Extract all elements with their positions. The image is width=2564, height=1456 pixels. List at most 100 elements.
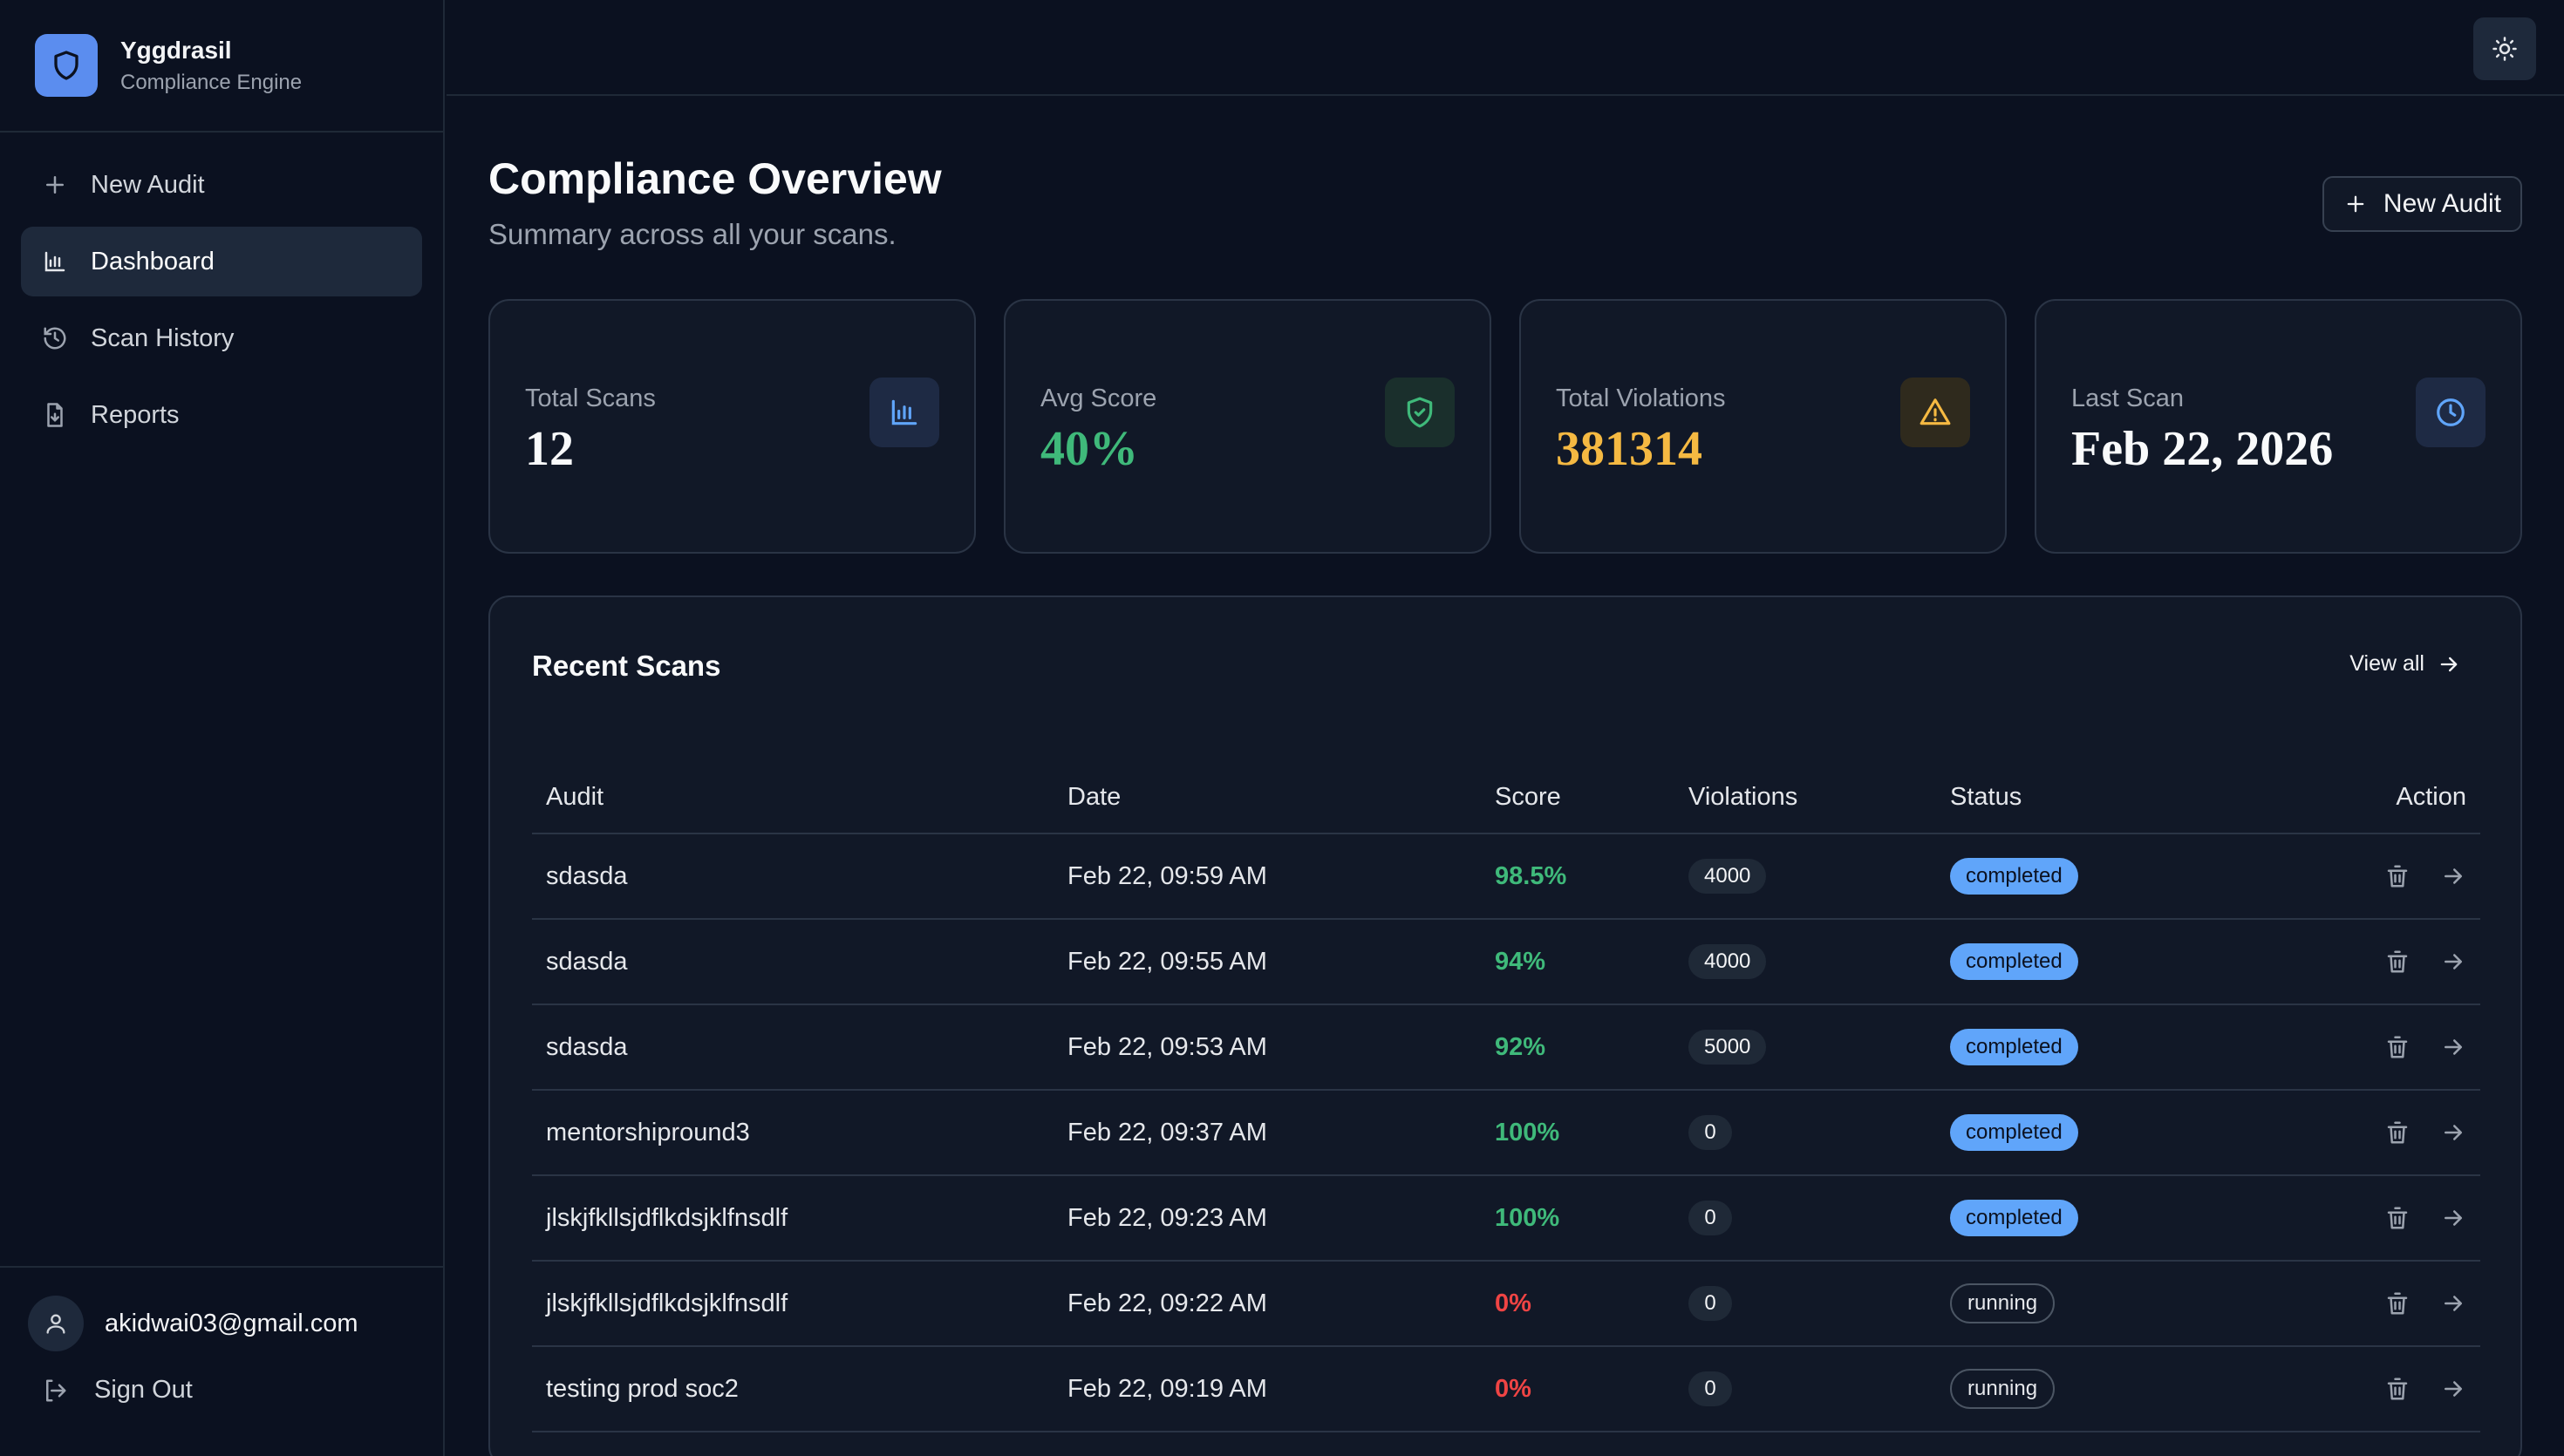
user-email: akidwai03@gmail.com — [105, 1309, 358, 1337]
view-all-link[interactable]: View all — [2349, 651, 2461, 677]
audit-name: jlskjfkllsjdflkdsjklfnsdlf — [546, 1203, 788, 1232]
trash-icon[interactable] — [2384, 1376, 2411, 1402]
violations-cell: 5000 — [1688, 1030, 1950, 1065]
table-row[interactable]: sdasda Feb 22, 09:53 AM 92% 5000 complet… — [532, 1005, 2480, 1091]
scan-date: Feb 22, 09:19 AM — [1067, 1374, 1267, 1403]
sidebar-item-label: Scan History — [91, 323, 235, 352]
page-subtitle: Summary across all your scans. — [488, 218, 897, 250]
sidebar-item-dashboard[interactable]: Dashboard — [21, 227, 422, 296]
file-download-icon — [47, 403, 63, 427]
column-header-score: Score — [1495, 782, 1561, 811]
row-actions — [2299, 1376, 2480, 1402]
table-row[interactable]: sdasda Feb 22, 09:59 AM 98.5% 4000 compl… — [532, 834, 2480, 920]
stat-value: 40% — [1040, 422, 1138, 476]
table-row[interactable]: mentorshipround3 Feb 22, 09:37 AM 100% 0… — [532, 1091, 2480, 1176]
violations-cell: 4000 — [1688, 944, 1950, 979]
status-badge: running — [1950, 1283, 2056, 1323]
row-actions — [2299, 1205, 2480, 1231]
sun-icon — [2492, 37, 2517, 61]
violations-badge: 4000 — [1688, 859, 1767, 894]
page-title: Compliance Overview — [488, 154, 942, 203]
arrow-right-icon[interactable] — [2440, 1205, 2466, 1231]
arrow-right-icon[interactable] — [2440, 949, 2466, 975]
status-badge: completed — [1950, 858, 2078, 895]
table-row[interactable]: testing prod soc2 Feb 22, 09:19 AM 0% 0 … — [532, 1347, 2480, 1432]
violations-badge: 0 — [1688, 1201, 1732, 1235]
trash-icon[interactable] — [2384, 1205, 2411, 1231]
status-badge: completed — [1950, 1029, 2078, 1065]
stat-card-total-scans: Total Scans 12 — [488, 299, 976, 554]
table-row[interactable]: jlskjfkllsjdflkdsjklfnsdlf Feb 22, 09:22… — [532, 1262, 2480, 1347]
stat-card-last-scan: Last Scan Feb 22, 2026 — [2035, 299, 2522, 554]
column-header-date: Date — [1067, 782, 1122, 811]
status-cell: completed — [1950, 1029, 2299, 1065]
plus-icon — [46, 176, 64, 194]
clock-icon — [2416, 378, 2486, 447]
trash-icon[interactable] — [2384, 949, 2411, 975]
sidebar-item-label: Reports — [91, 400, 180, 429]
arrow-right-icon[interactable] — [2440, 1119, 2466, 1146]
view-all-label: View all — [2349, 651, 2424, 676]
trash-icon[interactable] — [2384, 1290, 2411, 1317]
new-audit-button[interactable]: New Audit — [2322, 176, 2522, 232]
violations-badge: 0 — [1688, 1371, 1732, 1406]
scan-date: Feb 22, 09:55 AM — [1067, 947, 1267, 976]
violations-cell: 0 — [1688, 1371, 1950, 1406]
status-badge: completed — [1950, 943, 2078, 980]
violations-badge: 0 — [1688, 1286, 1732, 1321]
status-cell: running — [1950, 1369, 2299, 1409]
status-badge: completed — [1950, 1114, 2078, 1151]
arrow-right-icon — [2440, 657, 2458, 671]
trash-icon[interactable] — [2384, 1119, 2411, 1146]
column-header-action: Action — [2396, 782, 2466, 811]
arrow-right-icon[interactable] — [2440, 1034, 2466, 1060]
table-body: sdasda Feb 22, 09:59 AM 98.5% 4000 compl… — [532, 834, 2480, 1432]
audit-name: sdasda — [546, 947, 628, 976]
trash-icon[interactable] — [2384, 1034, 2411, 1060]
column-header-status: Status — [1950, 782, 2022, 811]
sidebar-nav: New Audit Dashboard Scan History Reports — [0, 133, 443, 474]
sidebar-item-new-audit[interactable]: New Audit — [21, 150, 422, 220]
row-actions — [2299, 1119, 2480, 1146]
arrow-right-icon[interactable] — [2440, 1376, 2466, 1402]
sign-out-button[interactable]: Sign Out — [28, 1376, 415, 1405]
violations-badge: 5000 — [1688, 1030, 1767, 1065]
theme-toggle-button[interactable] — [2473, 17, 2536, 80]
avatar — [28, 1296, 84, 1351]
audit-name: testing prod soc2 — [546, 1374, 739, 1403]
status-badge: running — [1950, 1369, 2056, 1409]
sidebar-item-label: Dashboard — [91, 247, 215, 276]
user-icon — [46, 1314, 65, 1334]
shield-check-icon — [1385, 378, 1455, 447]
score-value: 92% — [1495, 1032, 1546, 1061]
stat-label: Total Violations — [1556, 384, 1726, 412]
new-audit-label: New Audit — [2383, 189, 2501, 218]
row-actions — [2299, 1290, 2480, 1317]
stat-value: Feb 22, 2026 — [2071, 422, 2334, 476]
user-profile[interactable]: akidwai03@gmail.com — [28, 1294, 415, 1353]
sidebar-item-reports[interactable]: Reports — [21, 380, 422, 450]
stat-value: 381314 — [1556, 422, 1702, 476]
column-header-violations: Violations — [1688, 782, 1798, 811]
recent-scans-title: Recent Scans — [532, 650, 721, 682]
arrow-right-icon[interactable] — [2440, 863, 2466, 889]
score-value: 100% — [1495, 1203, 1560, 1232]
score-value: 0% — [1495, 1289, 1531, 1317]
arrow-right-icon[interactable] — [2440, 1290, 2466, 1317]
sidebar-item-scan-history[interactable]: Scan History — [21, 303, 422, 373]
violations-badge: 4000 — [1688, 944, 1767, 979]
row-actions — [2299, 1034, 2480, 1060]
table-row[interactable]: sdasda Feb 22, 09:55 AM 94% 4000 complet… — [532, 920, 2480, 1005]
column-header-audit: Audit — [546, 782, 604, 811]
table-row[interactable]: jlskjfkllsjdflkdsjklfnsdlf Feb 22, 09:23… — [532, 1176, 2480, 1262]
audit-name: sdasda — [546, 861, 628, 890]
status-badge: completed — [1950, 1200, 2078, 1236]
trash-icon[interactable] — [2384, 863, 2411, 889]
audit-name: jlskjfkllsjdflkdsjklfnsdlf — [546, 1289, 788, 1317]
plus-icon — [2347, 195, 2364, 213]
audit-name: sdasda — [546, 1032, 628, 1061]
bar-chart-icon — [869, 378, 939, 447]
violations-cell: 0 — [1688, 1286, 1950, 1321]
shield-logo-icon — [35, 34, 98, 97]
score-value: 100% — [1495, 1118, 1560, 1146]
